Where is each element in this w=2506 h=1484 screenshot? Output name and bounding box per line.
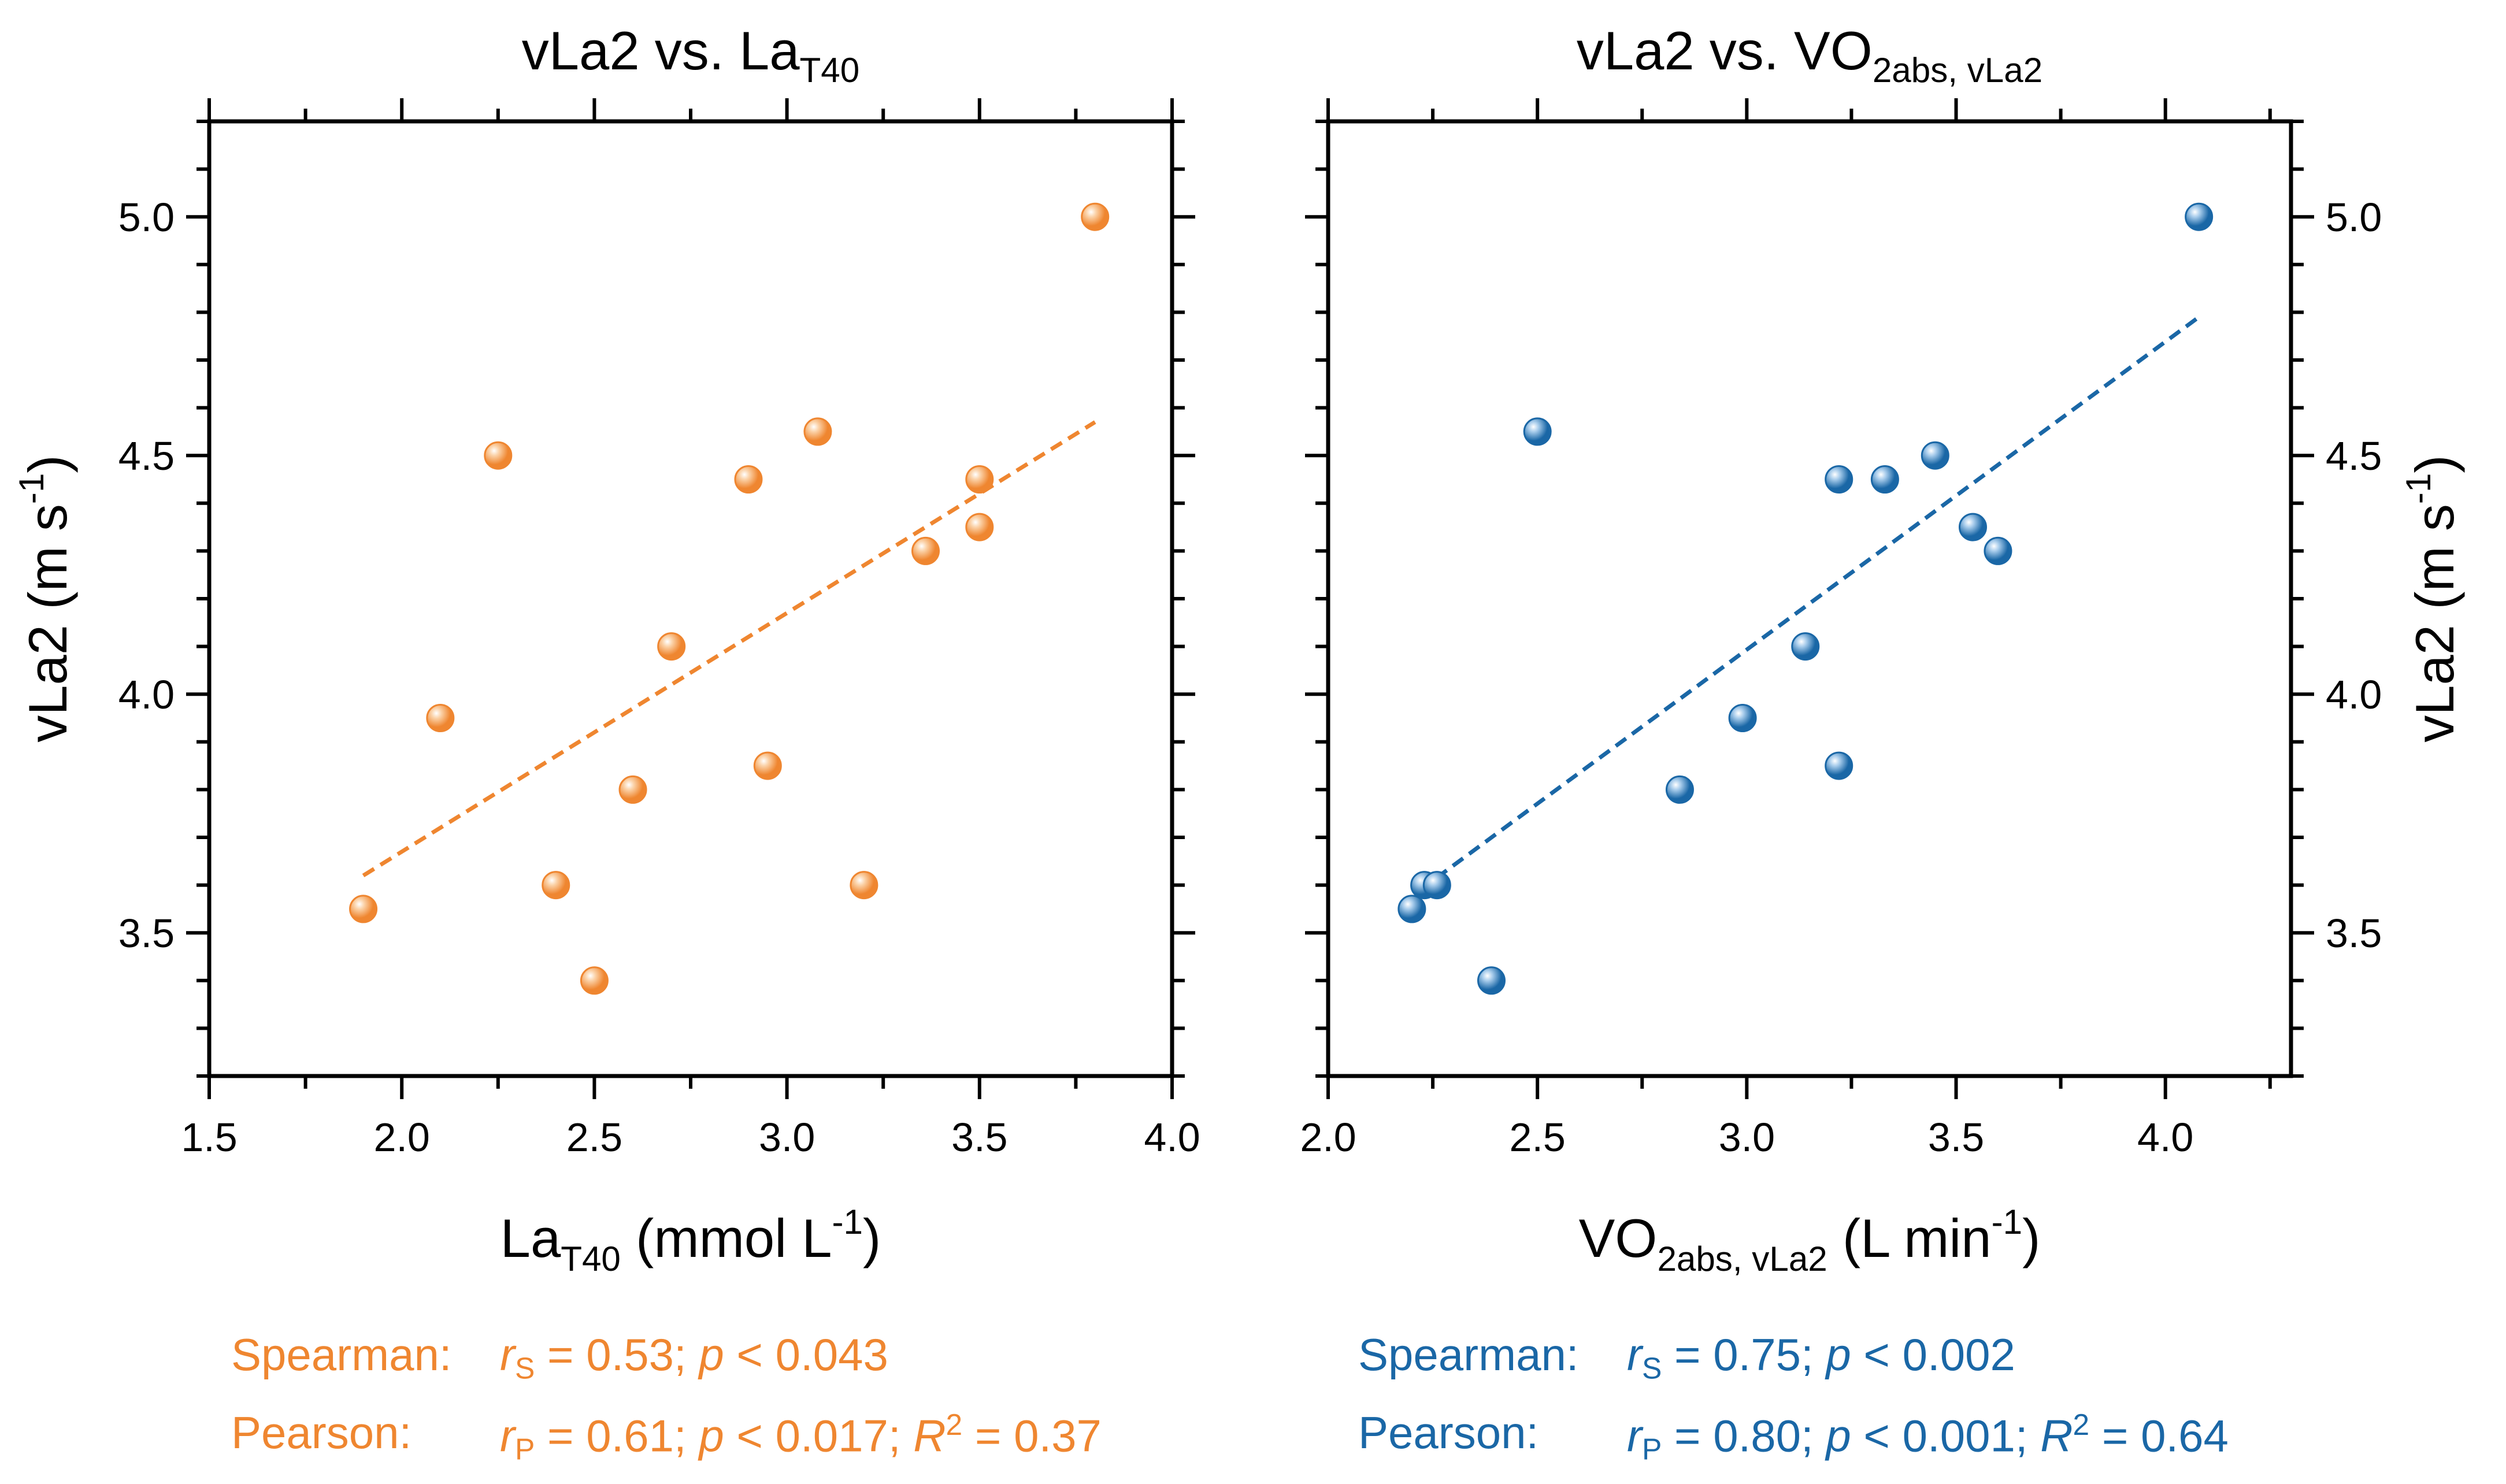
data-point bbox=[349, 895, 378, 923]
data-point bbox=[1728, 704, 1757, 732]
data-point bbox=[803, 417, 832, 446]
data-point bbox=[1422, 871, 1451, 900]
data-point bbox=[1825, 751, 1853, 780]
x-axis-label: VO2abs, vLa2 (L min-1) bbox=[1579, 1203, 2041, 1278]
chart-title: vLa2 vs. VO2abs, vLa2 bbox=[1577, 20, 2042, 90]
y-tick-label: 4.0 bbox=[118, 672, 175, 717]
plot-frame bbox=[207, 119, 1174, 1078]
spearman-value: rS = 0.75; p < 0.002 bbox=[1627, 1329, 2015, 1385]
data-point bbox=[850, 871, 878, 900]
data-point bbox=[542, 871, 570, 900]
data-point bbox=[753, 751, 782, 780]
y-tick-label: 4.0 bbox=[2326, 672, 2382, 717]
x-tick-label: 2.0 bbox=[1300, 1115, 1356, 1160]
pearson-label: Pearson: bbox=[1358, 1407, 1539, 1458]
spearman-label: Spearman: bbox=[231, 1329, 452, 1380]
x-tick-label: 3.0 bbox=[759, 1115, 815, 1160]
x-tick-label: 2.5 bbox=[566, 1115, 622, 1160]
data-point bbox=[426, 704, 455, 732]
x-axis-label: LaT40 (mmol L-1) bbox=[501, 1203, 881, 1278]
data-point bbox=[1984, 536, 2012, 565]
y-tick-label: 3.5 bbox=[118, 911, 175, 956]
x-tick-label: 4.0 bbox=[2137, 1115, 2193, 1160]
plot-frame bbox=[1326, 119, 2293, 1078]
data-point bbox=[1397, 895, 1426, 923]
data-point bbox=[965, 465, 994, 494]
data-point bbox=[1665, 775, 1694, 804]
data-point bbox=[618, 775, 647, 804]
x-tick-label: 4.0 bbox=[1144, 1115, 1200, 1160]
y-tick-label: 3.5 bbox=[2326, 911, 2382, 956]
x-tick-label: 2.0 bbox=[374, 1115, 430, 1160]
spearman-label: Spearman: bbox=[1358, 1329, 1579, 1380]
y-axis-label: vLa2 (m s-1) bbox=[2399, 455, 2465, 743]
y-tick-label: 4.5 bbox=[2326, 433, 2382, 478]
data-point bbox=[1825, 465, 1853, 494]
y-tick-label: 5.0 bbox=[118, 195, 175, 240]
data-point bbox=[965, 513, 994, 541]
chart-title: vLa2 vs. LaT40 bbox=[522, 20, 859, 90]
data-point bbox=[734, 465, 763, 494]
trendline bbox=[1419, 315, 2200, 892]
y-tick-label: 4.5 bbox=[118, 433, 175, 478]
x-tick-label: 3.0 bbox=[1719, 1115, 1775, 1160]
data-point bbox=[1523, 417, 1552, 446]
pearson-label: Pearson: bbox=[231, 1407, 412, 1458]
spearman-value: rS = 0.53; p < 0.043 bbox=[500, 1329, 888, 1385]
data-point bbox=[1870, 465, 1899, 494]
x-tick-label: 3.5 bbox=[1928, 1115, 1984, 1160]
x-tick-label: 3.5 bbox=[951, 1115, 1007, 1160]
x-tick-label: 2.5 bbox=[1510, 1115, 1566, 1160]
pearson-value: rP = 0.61; p < 0.017; R2 = 0.37 bbox=[500, 1408, 1102, 1466]
pearson-value: rP = 0.80; p < 0.001; R2 = 0.64 bbox=[1627, 1408, 2229, 1466]
data-point bbox=[657, 632, 686, 661]
data-point bbox=[1081, 202, 1110, 231]
data-point bbox=[1477, 966, 1506, 995]
y-axis-label: vLa2 (m s-1) bbox=[12, 455, 78, 743]
data-point bbox=[1921, 441, 1949, 470]
data-point bbox=[484, 441, 513, 470]
data-point bbox=[911, 536, 940, 565]
chart-left: vLa2 vs. LaT40 1.5 2.0 2.5 3.0 3.5 4.0 3.5 4.0 4.… bbox=[12, 20, 1200, 1278]
chart-right: vLa2 vs. VO2abs, vLa2 2.0 2.5 3.0 3.5 4.0 3.5 4… bbox=[1300, 20, 2465, 1278]
x-tick-label: 1.5 bbox=[181, 1115, 237, 1160]
data-point bbox=[1958, 513, 1987, 541]
trendline bbox=[362, 420, 1096, 878]
data-point bbox=[1791, 632, 1820, 661]
data-point bbox=[2185, 202, 2214, 231]
y-tick-label: 5.0 bbox=[2326, 195, 2382, 240]
data-point bbox=[580, 966, 609, 995]
